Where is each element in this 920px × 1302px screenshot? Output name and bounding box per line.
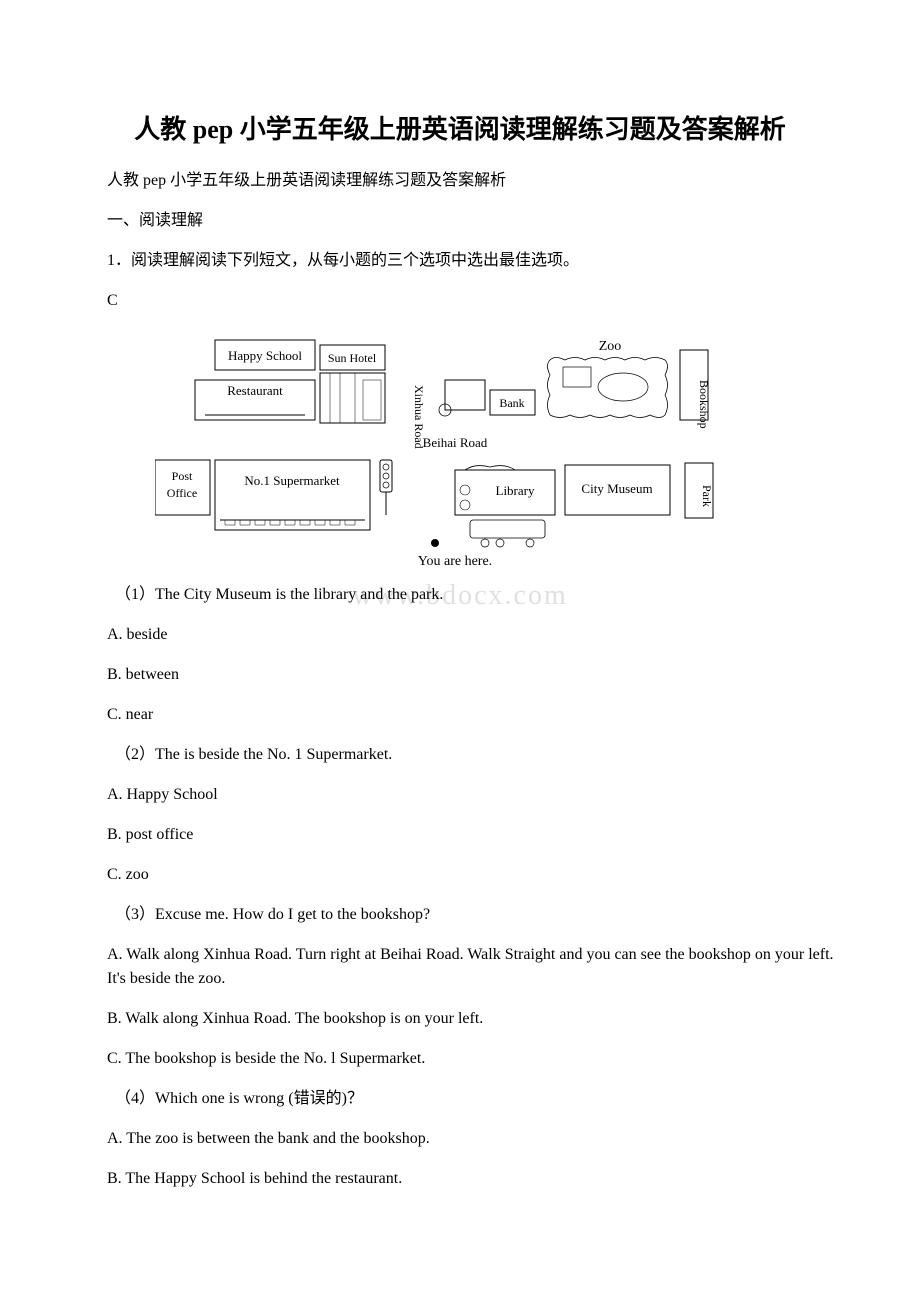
q4-opt-b: B. The Happy School is behind the restau… xyxy=(75,1167,845,1191)
map-label-zoo: Zoo xyxy=(599,339,622,354)
q3-opt-a: A. Walk along Xinhua Road. Turn right at… xyxy=(75,943,845,991)
map-svg: Happy School Sun Hotel Restaurant Xinhua… xyxy=(155,325,735,575)
map-label-bookshop: Bookshop xyxy=(697,380,711,429)
map-label-park: Park xyxy=(700,485,714,507)
map-label-beihai-road: Beihai Road xyxy=(423,435,488,450)
q2-opt-c: C. zoo xyxy=(75,863,845,887)
map-figure: Happy School Sun Hotel Restaurant Xinhua… xyxy=(155,325,845,575)
q1-opt-c: C. near xyxy=(75,703,845,727)
question-intro: 1．阅读理解阅读下列短文，从每小题的三个选项中选出最佳选项。 xyxy=(75,249,845,273)
q4-stem: （4）Which one is wrong (错误的)？ xyxy=(75,1087,845,1111)
q3-opt-b: B. Walk along Xinhua Road. The bookshop … xyxy=(75,1007,845,1031)
map-label-happy-school: Happy School xyxy=(228,348,302,363)
map-label-restaurant: Restaurant xyxy=(227,383,283,398)
page-title: 人教 pep 小学五年级上册英语阅读理解练习题及答案解析 xyxy=(75,110,845,149)
map-label-city-museum: City Museum xyxy=(581,481,652,496)
q1-opt-b: B. between xyxy=(75,663,845,687)
q3-opt-c: C. The bookshop is beside the No. l Supe… xyxy=(75,1047,845,1071)
q1-opt-a: A. beside xyxy=(75,623,845,647)
map-label-library: Library xyxy=(496,483,535,498)
map-label-you-are-here: You are here. xyxy=(418,554,492,569)
subtitle: 人教 pep 小学五年级上册英语阅读理解练习题及答案解析 xyxy=(75,169,845,193)
watermark-container: www.bdocx.com （1）The City Museum is the … xyxy=(75,583,845,607)
q2-opt-b: B. post office xyxy=(75,823,845,847)
q2-stem: （2）The is beside the No. 1 Supermarket. xyxy=(75,743,845,767)
svg-text:Post: Post xyxy=(172,469,193,483)
map-label-bank: Bank xyxy=(499,396,524,410)
q2-opt-a: A. Happy School xyxy=(75,783,845,807)
q4-opt-a: A. The zoo is between the bank and the b… xyxy=(75,1127,845,1151)
svg-text:Office: Office xyxy=(167,486,197,500)
map-label-sun-hotel: Sun Hotel xyxy=(328,351,377,365)
section-label: 一、阅读理解 xyxy=(75,209,845,233)
map-label-supermarket: No.1 Supermarket xyxy=(244,473,340,488)
q3-stem: （3）Excuse me. How do I get to the booksh… xyxy=(75,903,845,927)
letter-c: C xyxy=(75,289,845,313)
q1-stem: （1）The City Museum is the library and th… xyxy=(75,583,845,607)
